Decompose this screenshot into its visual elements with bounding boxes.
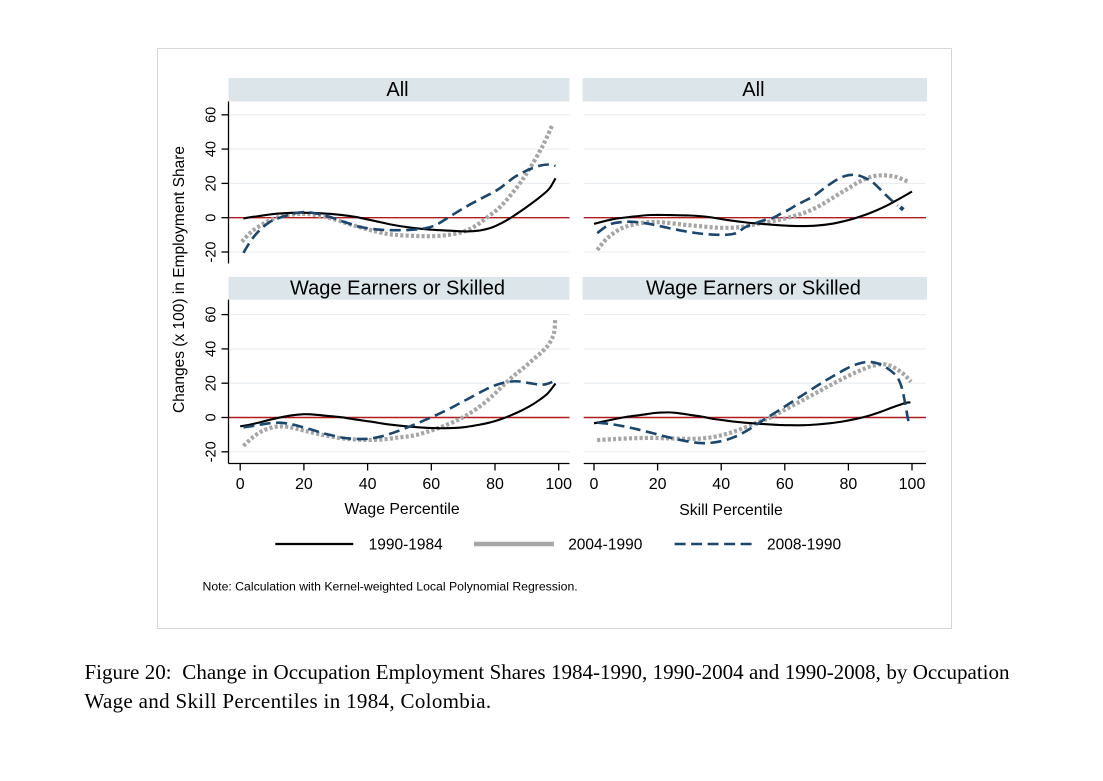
- svg-text:20: 20: [203, 375, 219, 391]
- svg-text:60: 60: [203, 106, 219, 122]
- svg-text:2008-1990: 2008-1990: [767, 536, 842, 553]
- svg-text:Wage Earners or Skilled: Wage Earners or Skilled: [290, 277, 505, 299]
- svg-text:60: 60: [203, 306, 219, 322]
- svg-text:All: All: [386, 79, 408, 101]
- svg-text:Note: Calculation with Kernel-: Note: Calculation with Kernel-weighted L…: [202, 579, 577, 593]
- svg-text:60: 60: [775, 476, 793, 493]
- svg-text:Changes (x 100) in Employment: Changes (x 100) in Employment Share: [171, 145, 188, 412]
- svg-text:0: 0: [203, 213, 219, 221]
- svg-text:40: 40: [203, 340, 219, 356]
- svg-text:60: 60: [422, 476, 440, 493]
- svg-text:Wage Earners or Skilled: Wage Earners or Skilled: [645, 277, 860, 299]
- svg-text:1990-1984: 1990-1984: [368, 536, 443, 553]
- svg-text:0: 0: [203, 413, 219, 421]
- svg-text:Wage Percentile: Wage Percentile: [344, 501, 460, 518]
- svg-text:20: 20: [203, 175, 219, 191]
- svg-text:100: 100: [898, 476, 925, 493]
- svg-text:0: 0: [235, 476, 244, 493]
- svg-text:40: 40: [203, 141, 219, 157]
- svg-text:0: 0: [589, 476, 598, 493]
- svg-text:20: 20: [295, 476, 313, 493]
- svg-text:40: 40: [712, 476, 730, 493]
- svg-text:-20: -20: [203, 241, 219, 262]
- svg-text:Skill Percentile: Skill Percentile: [679, 501, 783, 518]
- svg-text:-20: -20: [203, 441, 219, 462]
- svg-text:100: 100: [545, 476, 572, 493]
- svg-text:40: 40: [358, 476, 376, 493]
- svg-text:All: All: [742, 79, 764, 101]
- svg-text:80: 80: [839, 476, 857, 493]
- svg-text:2004-1990: 2004-1990: [568, 536, 643, 553]
- svg-text:80: 80: [486, 476, 504, 493]
- svg-text:20: 20: [648, 476, 666, 493]
